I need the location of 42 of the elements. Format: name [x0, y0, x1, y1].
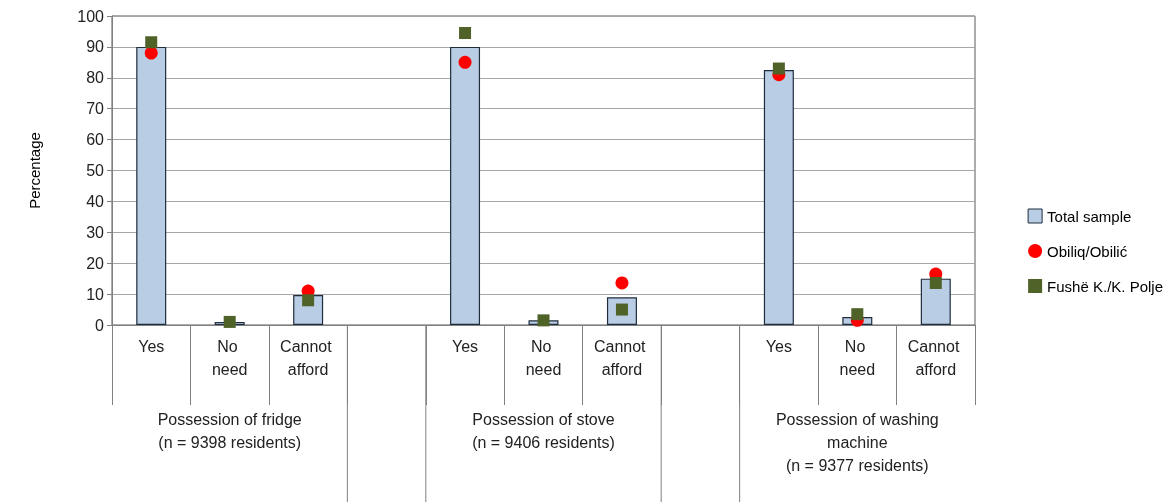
text: Possession of stove (n = 9406 residents)	[472, 411, 615, 451]
y-axis-title: Percentage	[26, 132, 43, 209]
y-tick-label: 0	[95, 316, 105, 334]
x-tick-label: Yes	[451, 338, 479, 355]
point	[302, 294, 315, 307]
y-tick-label: 20	[86, 254, 105, 272]
y-tick-label: 30	[86, 223, 105, 241]
x-tick-label: Cannot afford	[593, 338, 650, 378]
y-tick-label: 10	[86, 285, 105, 303]
point	[615, 276, 629, 290]
x-tick-label: No need	[211, 338, 248, 378]
point	[537, 314, 550, 327]
x-tick-label: Yes	[765, 338, 792, 355]
text: Possession of fridge (n = 9398 residents)	[157, 411, 302, 451]
bar	[136, 46, 167, 325]
point	[851, 308, 864, 321]
point	[459, 26, 472, 39]
y-tick-label: 40	[86, 192, 105, 210]
point	[929, 276, 942, 289]
y-tick-label: 90	[86, 38, 105, 56]
bar	[763, 70, 794, 325]
point	[144, 46, 158, 60]
y-tick-label: 50	[86, 162, 105, 179]
x-tick-label: Cannot afford	[907, 338, 964, 378]
bar	[450, 46, 481, 325]
x-tick-label: Cannot afford	[280, 338, 337, 378]
point	[223, 315, 236, 328]
bar	[920, 278, 951, 325]
text: Possession of washing machine (n = 9377 residents)	[775, 411, 939, 474]
x-tick-label: No need	[525, 338, 562, 378]
y-tick-label: 100	[77, 7, 105, 25]
x-tick-label: Yes	[138, 338, 165, 355]
legend-label: Obiliq/Obilić	[1047, 242, 1128, 260]
legend-label: Total sample	[1047, 207, 1132, 225]
x-tick-label: No need	[839, 338, 876, 378]
point	[145, 36, 158, 49]
y-tick-label: 70	[86, 100, 105, 118]
point	[772, 62, 785, 75]
point	[458, 55, 472, 69]
y-tick-label: 60	[86, 131, 105, 149]
y-tick-label: 80	[86, 69, 105, 87]
legend-label: Fushë K./K. Polje	[1047, 277, 1164, 295]
